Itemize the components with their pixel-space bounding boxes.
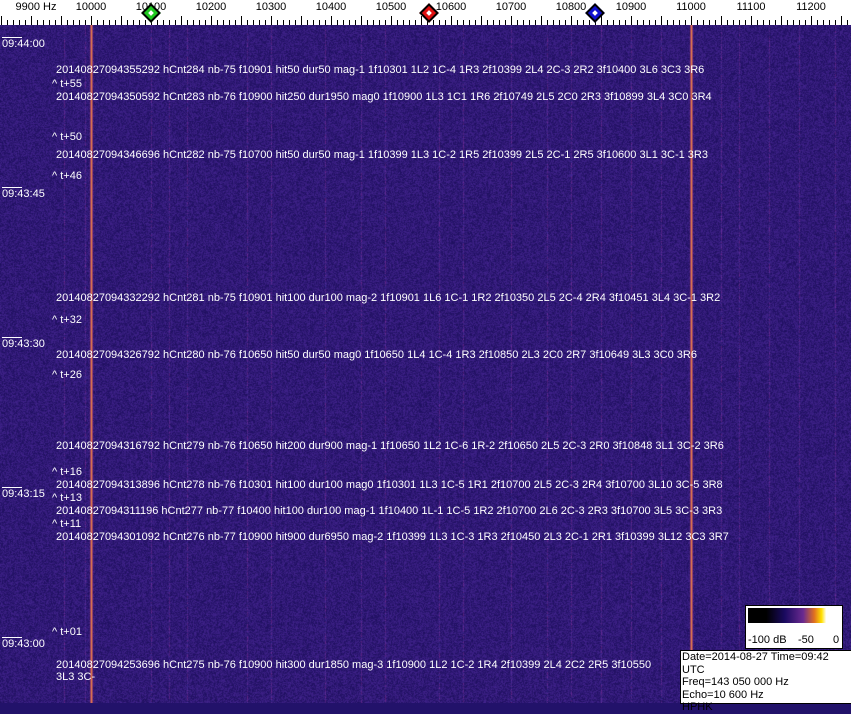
- color-scale-legend: -100 dB -50 0: [745, 605, 843, 649]
- frequency-tick: [391, 16, 392, 25]
- detection-event: 20140827094346696 hCnt282 nb-75 f10700 h…: [56, 149, 708, 161]
- frequency-unit-label: 9900 Hz: [16, 1, 57, 13]
- color-scale-bar: [748, 608, 840, 623]
- detection-event: 20140827094311196 hCnt277 nb-77 f10400 h…: [56, 505, 722, 517]
- frequency-tick: [571, 16, 572, 25]
- detection-event: 20140827094253696 hCnt275 nb-76 f10900 h…: [56, 659, 671, 683]
- frequency-tick: [751, 16, 752, 25]
- frequency-tick: [721, 16, 722, 25]
- frequency-label: 10400: [316, 1, 347, 13]
- frequency-tick: [451, 16, 452, 25]
- time-label: 09:43:00: [2, 638, 45, 650]
- frequency-tick: [271, 16, 272, 25]
- frequency-tick: [691, 16, 692, 25]
- time-offset-label: ^ t+11: [52, 518, 81, 530]
- frequency-tick: [601, 16, 602, 25]
- spectrogram[interactable]: [0, 25, 851, 703]
- time-offset-label: ^ t+13: [52, 492, 82, 504]
- detection-event: 20140827094301092 hCnt276 nb-77 f10900 h…: [56, 531, 729, 543]
- time-offset-label: ^ t+32: [52, 314, 82, 326]
- time-label: 09:43:45: [2, 188, 45, 200]
- info-box: Date=2014-08-27 Time=09:42 UTC Freq=143 …: [680, 650, 851, 704]
- frequency-tick: [241, 16, 242, 25]
- detection-event: 20140827094355292 hCnt284 nb-75 f10901 h…: [56, 64, 704, 76]
- frequency-tick: [481, 16, 482, 25]
- frequency-label: 11200: [796, 1, 826, 13]
- time-offset-label: ^ t+26: [52, 369, 82, 381]
- frequency-tick: [181, 16, 182, 25]
- time-offset-label: ^ t+16: [52, 466, 82, 478]
- frequency-label: 10500: [376, 1, 407, 13]
- detection-event: 20140827094313896 hCnt278 nb-76 f10301 h…: [56, 479, 723, 491]
- frequency-text: Freq=143 050 000 Hz: [682, 676, 851, 689]
- frequency-tick: [91, 16, 92, 25]
- frequency-label: 10000: [76, 1, 107, 13]
- frequency-tick: [121, 16, 122, 25]
- time-offset-label: ^ t+01: [52, 626, 82, 638]
- frequency-label: 10900: [616, 1, 647, 13]
- frequency-label: 11100: [737, 1, 766, 13]
- frequency-tick: [631, 16, 632, 25]
- time-label: 09:43:30: [2, 338, 45, 350]
- detection-event: 20140827094332292 hCnt281 nb-75 f10901 h…: [56, 292, 720, 304]
- frequency-tick: [211, 16, 212, 25]
- time-label: 09:43:15: [2, 488, 45, 500]
- frequency-tick: [511, 16, 512, 25]
- time-offset-label: ^ t+46: [52, 170, 82, 182]
- frequency-tick: [811, 16, 812, 25]
- detection-event: 20140827094316792 hCnt279 nb-76 f10650 h…: [56, 440, 724, 452]
- legend-label-min: -100 dB: [748, 634, 787, 646]
- frequency-tick: [61, 16, 62, 25]
- frequency-label: 10300: [256, 1, 287, 13]
- legend-label-mid: -50: [798, 634, 814, 646]
- frequency-tick: [841, 16, 842, 25]
- frequency-label: 10200: [196, 1, 227, 13]
- frequency-tick: [331, 16, 332, 25]
- frequency-tick: [301, 16, 302, 25]
- legend-label-max: 0: [833, 634, 839, 646]
- detection-event: 20140827094350592 hCnt283 nb-76 f10900 h…: [56, 91, 712, 103]
- frequency-label: 10800: [556, 1, 587, 13]
- frequency-tick: [361, 16, 362, 25]
- time-offset-label: ^ t+50: [52, 131, 82, 143]
- frequency-label: 10700: [496, 1, 527, 13]
- frequency-label: 10600: [436, 1, 467, 13]
- time-offset-label: ^ t+55: [52, 78, 82, 90]
- frequency-tick: [661, 16, 662, 25]
- frequency-tick: [421, 16, 422, 25]
- frequency-tick: [1, 16, 2, 25]
- frequency-axis: 9900 Hz 10000101001020010300104001050010…: [0, 0, 851, 25]
- date-time-text: Date=2014-08-27 Time=09:42 UTC: [682, 651, 851, 676]
- echo-text: Echo=10 600 Hz: [682, 689, 851, 702]
- frequency-label: 11000: [676, 1, 706, 13]
- frequency-tick: [541, 16, 542, 25]
- detection-event: 20140827094326792 hCnt280 nb-76 f10650 h…: [56, 349, 697, 361]
- time-label: 09:44:00: [2, 38, 45, 50]
- frequency-tick: [31, 16, 32, 25]
- frequency-tick: [781, 16, 782, 25]
